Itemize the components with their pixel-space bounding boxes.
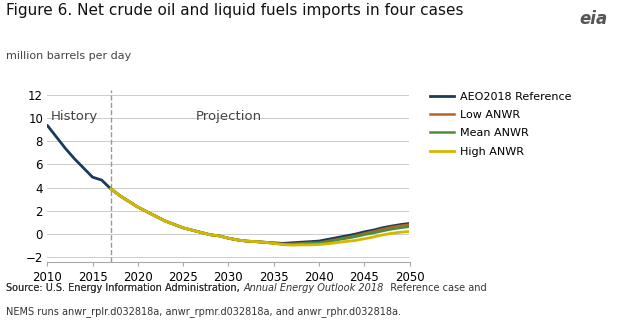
- Text: Source: U.S. Energy Information Administration,: Source: U.S. Energy Information Administ…: [6, 283, 243, 293]
- Text: Annual Energy Outlook 2018: Annual Energy Outlook 2018: [243, 283, 384, 293]
- Text: Projection: Projection: [195, 110, 261, 123]
- Text: Reference case and: Reference case and: [384, 283, 486, 293]
- Text: History: History: [51, 110, 98, 123]
- Text: Source: U.S. Energy Information Administration,: Source: U.S. Energy Information Administ…: [6, 283, 243, 293]
- Text: NEMS runs anwr_rplr.d032818a, anwr_rpmr.d032818a, and anwr_rphr.d032818a.: NEMS runs anwr_rplr.d032818a, anwr_rpmr.…: [6, 306, 401, 316]
- Text: million barrels per day: million barrels per day: [6, 51, 132, 61]
- Legend: AEO2018 Reference, Low ANWR, Mean ANWR, High ANWR: AEO2018 Reference, Low ANWR, Mean ANWR, …: [430, 92, 571, 157]
- Text: eia: eia: [580, 10, 608, 28]
- Text: Figure 6. Net crude oil and liquid fuels imports in four cases: Figure 6. Net crude oil and liquid fuels…: [6, 3, 464, 18]
